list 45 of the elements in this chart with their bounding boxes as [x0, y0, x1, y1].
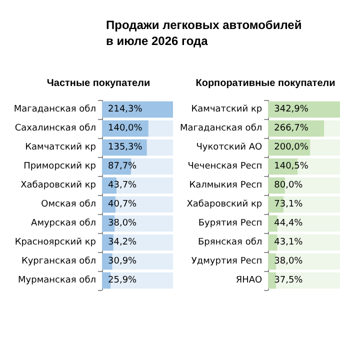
- y-tick-label: Красноярский кр: [14, 238, 96, 248]
- y-tick-label: Магаданская обл: [14, 104, 96, 114]
- chart-title: Корпоративные покупатели: [194, 78, 336, 89]
- bar: [268, 253, 276, 270]
- y-tick-label: Чукотский АО: [196, 142, 262, 152]
- data-label: 214,3%: [108, 104, 143, 114]
- y-tick-label: Камчатский кр: [25, 142, 96, 152]
- data-label: 37,5%: [274, 276, 304, 286]
- y-tick-label: Калмыкия Респ: [189, 180, 262, 190]
- text: Продажи легковых автомобилей в июле 2026 года: [106, 17, 303, 49]
- data-label: 73,1%: [274, 200, 304, 210]
- data-label: 30,9%: [108, 256, 138, 266]
- data-label: 38,0%: [274, 256, 304, 266]
- y-tick-label: Амурская обл: [31, 218, 96, 228]
- data-label: 25,9%: [108, 276, 138, 286]
- y-tick-label: Магаданская обл: [180, 124, 262, 134]
- y-tick-label: Мурманская обл: [18, 276, 96, 286]
- data-label: 80,0%: [274, 180, 304, 190]
- y-tick-label: Чеченская Респ: [188, 162, 262, 172]
- y-tick-label: Сахалинская обл: [14, 124, 96, 134]
- y-tick-label: Удмуртия Респ: [191, 256, 262, 266]
- y-tick-label: ЯНАО: [236, 276, 262, 286]
- y-tick-label: Приморский кр: [24, 162, 96, 172]
- data-label: 40,7%: [108, 200, 138, 210]
- data-label: 140,0%: [108, 124, 143, 134]
- data-label: 140,5%: [274, 162, 309, 172]
- y-tick-label: Омская обл: [41, 200, 96, 210]
- chart-subtitle: Частные покупатели: [46, 78, 152, 89]
- data-label: 200,0%: [274, 142, 309, 152]
- y-tick-label: Хабаровский кр: [186, 200, 262, 210]
- y-tick-label: Курганская обл: [21, 256, 96, 266]
- data-label: 43,1%: [274, 238, 304, 248]
- data-label: 266,7%: [274, 124, 309, 134]
- bar: [268, 272, 276, 289]
- data-label: 87,7%: [108, 162, 138, 172]
- y-tick-label: Хабаровский кр: [20, 180, 96, 190]
- data-label: 34,2%: [108, 238, 138, 248]
- y-tick-label: Брянская обл: [198, 238, 262, 248]
- y-tick-label: Камчатский кр: [191, 104, 262, 114]
- data-label: 44,4%: [274, 218, 304, 228]
- data-label: 43,7%: [108, 180, 138, 190]
- data-label: 38,0%: [108, 218, 138, 228]
- y-tick-label: Бурятия Респ: [198, 218, 262, 228]
- data-label: 342,9%: [274, 104, 309, 114]
- data-label: 135,3%: [108, 142, 143, 152]
